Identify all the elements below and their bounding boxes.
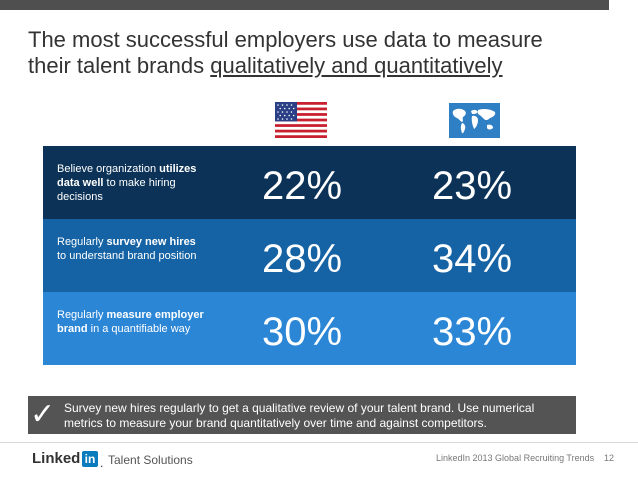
global-value: 34% [432, 237, 513, 281]
row-label-text: Regularly [57, 309, 107, 321]
logo-subtitle: Talent Solutions [108, 453, 193, 467]
page-title: The most successful employers use data t… [28, 27, 618, 79]
footer-divider [0, 442, 638, 443]
source-caption: LinkedIn 2013 Global Recruiting Trends [436, 453, 595, 463]
us-value: 22% [262, 164, 343, 208]
row-label-text: Believe organization [57, 163, 160, 175]
title-line-2-prefix: their talent brands [28, 53, 211, 78]
world-map-icon [449, 103, 500, 138]
us-value: 30% [262, 310, 343, 354]
global-value: 33% [432, 310, 513, 354]
row-label-text: in a quantifiable way [87, 323, 191, 335]
logo-wordmark: Linked [32, 450, 81, 467]
checkmark-icon: ✓ [30, 398, 56, 431]
stat-row-data-utilization: Believe organization utilizes data well … [43, 146, 576, 219]
row-label: Believe organization utilizes data well … [57, 162, 207, 204]
row-label-bold: utilizes data well [57, 163, 197, 189]
row-label-text: to understand brand position [57, 250, 197, 262]
us-flag-icon [275, 102, 327, 138]
us-value: 28% [262, 237, 343, 281]
callout-text: Survey new hires regularly to get a qual… [64, 401, 535, 430]
logo-in-badge: in [82, 451, 98, 467]
top-bar-accent [609, 0, 638, 10]
row-label: Regularly measure employer brand in a qu… [57, 308, 207, 336]
stat-row-survey-new-hires: Regularly survey new hires to understand… [43, 219, 576, 292]
row-label-bold: survey new hires [106, 236, 196, 248]
global-value: 23% [432, 164, 513, 208]
row-label: Regularly survey new hires to understand… [57, 235, 207, 263]
row-label-text: to make hiring decisions [57, 177, 176, 203]
row-label-text: Regularly [57, 236, 107, 248]
title-line-2-underlined: qualitatively and quantitatively [210, 53, 503, 78]
logo-dot: . [100, 456, 104, 470]
page-number: 12 [604, 453, 615, 463]
takeaway-callout: ✓ Survey new hires regularly to get a qu… [28, 396, 576, 434]
top-bar [0, 0, 638, 10]
title-line-1: The most successful employers use data t… [28, 27, 543, 52]
row-label-bold: measure employer brand [57, 309, 204, 335]
stat-row-measure-employer-brand: Regularly measure employer brand in a qu… [43, 292, 576, 365]
